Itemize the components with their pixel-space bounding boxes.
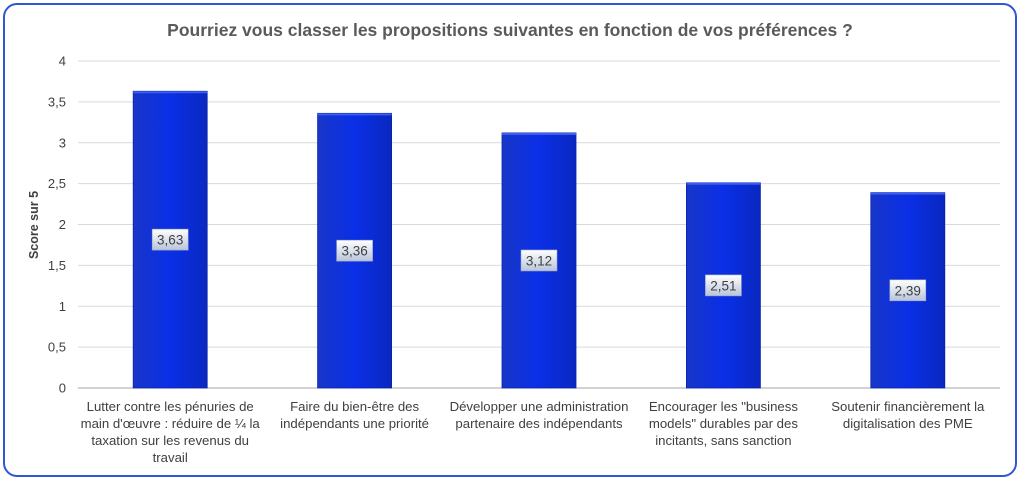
chart-title: Pourriez vous classer les propositions s…	[167, 20, 853, 40]
data-label: 2,51	[710, 278, 736, 293]
y-tick-label: 2,5	[48, 176, 66, 191]
y-tick-label: 1,5	[48, 258, 66, 273]
data-label: 2,39	[895, 283, 921, 298]
y-axis-label: Score sur 5	[27, 191, 41, 259]
data-label-box	[151, 228, 189, 251]
y-tick-label: 1	[59, 299, 66, 314]
y-tick-label: 0	[59, 381, 66, 396]
x-tick-label: Faire du bien-être des indépendants une …	[280, 399, 430, 431]
x-tick-label: Soutenir financièrement la digitalisatio…	[831, 399, 985, 431]
data-label-box	[705, 274, 742, 297]
data-label-box	[889, 279, 927, 302]
x-tick-label: Lutter contre les pénuries de main d'œuv…	[80, 399, 260, 465]
x-tick-label: Encourager les "business models" durable…	[648, 399, 798, 448]
data-label: 3,36	[341, 244, 367, 259]
y-tick-label: 3	[59, 135, 66, 150]
data-label: 3,63	[157, 233, 183, 248]
y-tick-label: 0,5	[48, 340, 66, 355]
y-tick-label: 2	[59, 217, 66, 232]
data-label-box	[520, 249, 558, 272]
data-label-box	[336, 239, 373, 262]
data-label: 3,12	[526, 253, 552, 268]
x-tick-label: Développer une administration partenaire…	[449, 399, 629, 431]
y-tick-label: 4	[59, 54, 66, 69]
y-tick-label: 3,5	[48, 94, 66, 109]
